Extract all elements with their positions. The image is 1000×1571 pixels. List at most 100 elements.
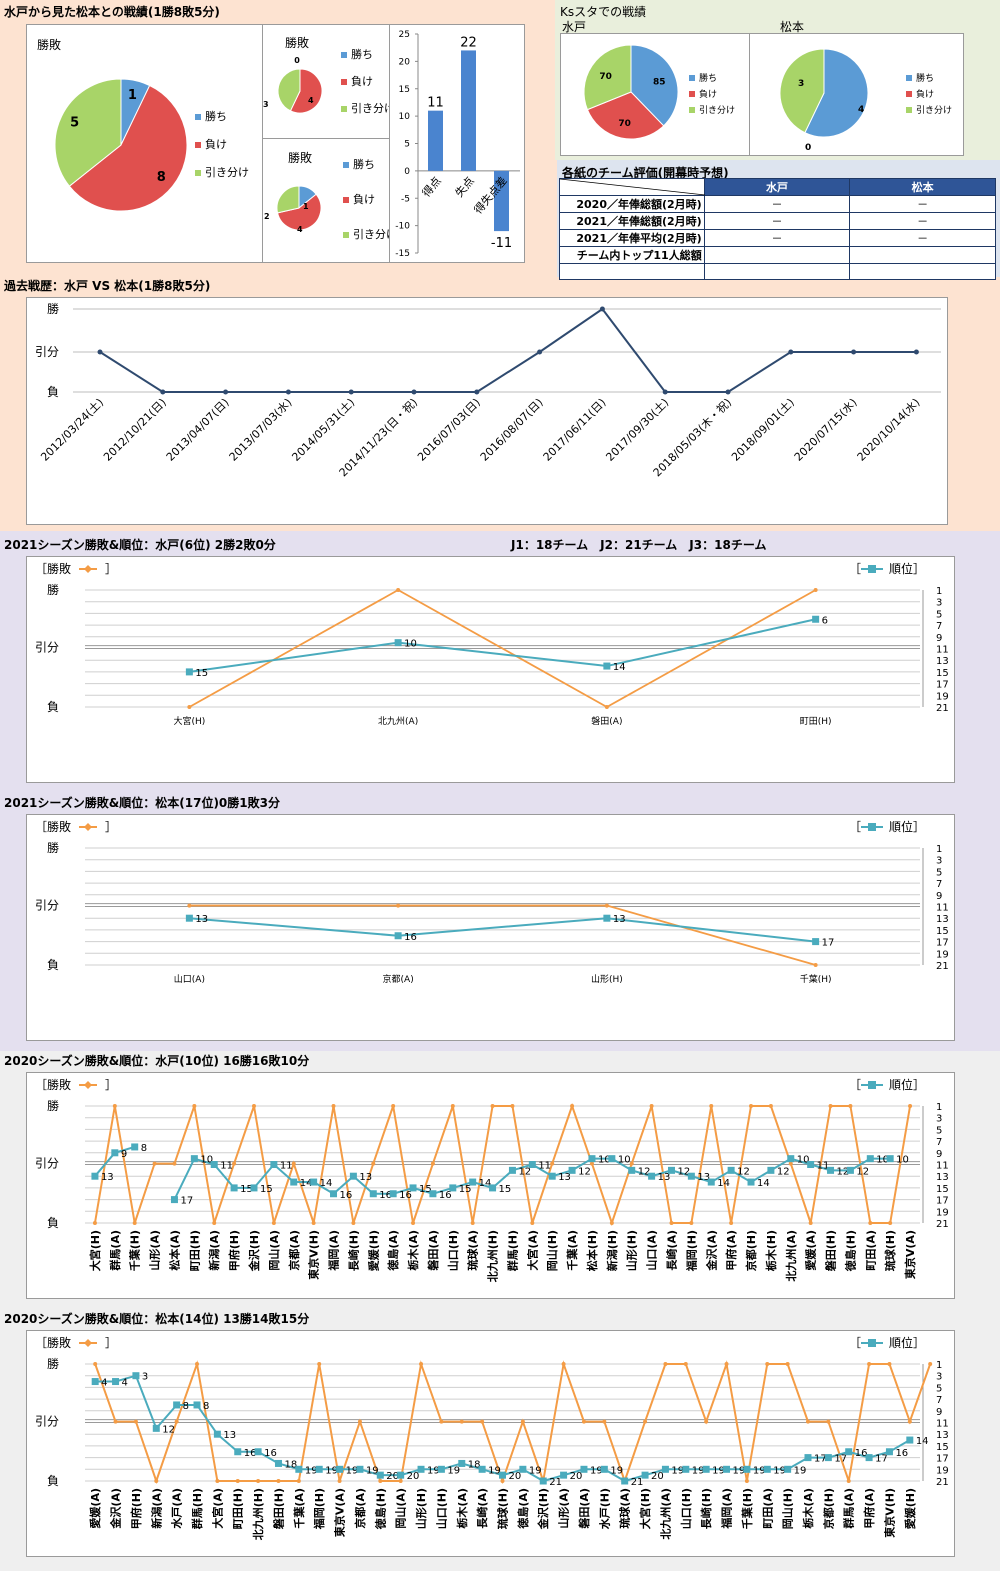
x-tick-label: 琉球(A) [466, 1230, 480, 1271]
x-tick-label: 長崎(A) [664, 1230, 678, 1271]
pie-data-label: 85 [653, 78, 666, 88]
result-point [172, 1161, 177, 1166]
x-tick-label: 大宮(A) [210, 1488, 224, 1529]
result-point [112, 1104, 117, 1108]
x-tick-label: 山形(A) [148, 1230, 162, 1271]
rank-tick-label: 19 [936, 1465, 949, 1476]
rank-data-label: 11 [220, 1161, 233, 1172]
result-point [235, 1479, 240, 1483]
legend-rank-marker [868, 823, 876, 831]
history-point [474, 389, 480, 395]
rank-tick-label: 21 [936, 703, 949, 714]
result-point [311, 1221, 316, 1225]
history-box: 勝引分負 2012/03/24(土) 2012/10/21(日) 2013/04/07… [26, 297, 948, 525]
rank-line [189, 917, 816, 943]
y-tick-label: 15 [399, 85, 410, 95]
rank-point [369, 1190, 377, 1198]
rank-data-label: 15 [260, 1184, 273, 1195]
legend-label: 負け [205, 138, 227, 151]
rank-data-label: 6 [822, 615, 828, 626]
rank-data-label: 12 [162, 1424, 175, 1435]
bar [428, 110, 443, 171]
rank-point [628, 1166, 636, 1174]
x-tick-label: 愛媛(A) [88, 1488, 102, 1529]
result-point [351, 1221, 356, 1225]
rank-point [827, 1166, 835, 1174]
x-tick-label: 北九州(A) [658, 1488, 672, 1540]
s21-mito-box: ［勝敗 ］ ［ 順位］ 1 3 5 7 9 11 13 15 17 19 21 勝引分負大宮(H) 北九州(A)… [26, 556, 955, 783]
rank-tick-label: 1 [936, 844, 942, 855]
rank-data-label: 16 [855, 1448, 868, 1459]
legend-swatch [195, 142, 201, 148]
legend-swatch [343, 162, 349, 168]
legend-swatch [906, 107, 912, 113]
rank-point [560, 1471, 568, 1479]
legend-label: 引き分け [916, 105, 952, 116]
x-tick-label: 2012/03/24(土) [38, 396, 106, 464]
rank-point [702, 1465, 710, 1473]
pie-slice [68, 84, 188, 212]
result-line [94, 1360, 932, 1485]
pie-slice [276, 193, 322, 231]
legend-result-label: ［勝敗 [35, 1077, 71, 1092]
result-point [581, 1419, 586, 1424]
rank-point [173, 1401, 181, 1409]
legend-rank-marker [868, 1081, 876, 1089]
rank-point [682, 1465, 690, 1473]
rank-data-label: 15 [195, 668, 208, 679]
rank-data-label: 14 [717, 1178, 730, 1189]
rank-point [723, 1465, 731, 1473]
y-level-label: 引分 [35, 345, 59, 359]
goals-bar-box: 25 20 15 10 5 0 -5 -10 -15 11 得点 22 失点 -11 得失点差 [389, 24, 525, 263]
history-point [223, 389, 229, 395]
ks-mito-label: 水戸 [562, 20, 587, 34]
rank-data-label: 12 [777, 1166, 790, 1177]
rank-tick-label: 19 [936, 1207, 949, 1218]
result-point [93, 1362, 98, 1366]
rank-point [389, 1190, 397, 1198]
rank-line [189, 618, 816, 673]
y-tick-label: -5 [401, 194, 410, 204]
y-level-label: 勝 [47, 1356, 59, 1371]
rank-point [763, 1465, 771, 1473]
rank-data-label: 8 [203, 1401, 209, 1412]
rank-data-label: 16 [404, 932, 417, 943]
rank-point [608, 1155, 616, 1163]
result-point [663, 1362, 668, 1366]
rank-point [449, 1184, 457, 1192]
rank-data-label: 16 [399, 1190, 412, 1201]
rank-point [784, 1465, 792, 1473]
legend-label: 勝ち [205, 109, 227, 123]
rank-data-label: 19 [794, 1465, 807, 1476]
x-tick-label: 甲府(A) [862, 1488, 876, 1529]
x-tick-label: 福岡(A) [327, 1230, 341, 1272]
x-tick-label: 新潟(H) [605, 1230, 619, 1271]
rank-point [747, 1178, 755, 1186]
x-tick-label: 大宮(H) [638, 1488, 652, 1529]
result-point [604, 903, 609, 908]
x-tick-label: 山形(H) [414, 1488, 428, 1529]
rank-point [336, 1465, 344, 1473]
pie-data-label: 4 [297, 225, 303, 234]
result-point [744, 1479, 749, 1483]
legend-label: 勝ち [916, 72, 934, 84]
rank-data-label: 19 [753, 1465, 766, 1476]
x-tick-label: 得点 [420, 174, 444, 199]
rank-data-label: 19 [346, 1465, 359, 1476]
result-point [439, 1419, 444, 1424]
pie-data-label: 1 [303, 202, 309, 211]
x-tick-label: 群馬(H) [505, 1230, 519, 1272]
rank-data-label: 16 [244, 1448, 257, 1459]
result-point [868, 1221, 873, 1225]
pie-data-label: 70 [618, 119, 631, 129]
rank-point [250, 1184, 258, 1192]
rank-point [152, 1424, 160, 1432]
x-tick-label: 金沢(A) [109, 1488, 123, 1530]
rank-data-label: 10 [598, 1155, 611, 1166]
legend-bracket-close: ］ [105, 1336, 117, 1350]
eval-cell: － [703, 212, 851, 230]
x-tick-label: 2013/04/07(日) [164, 396, 232, 464]
x-tick-label: 甲府(H) [129, 1488, 143, 1529]
